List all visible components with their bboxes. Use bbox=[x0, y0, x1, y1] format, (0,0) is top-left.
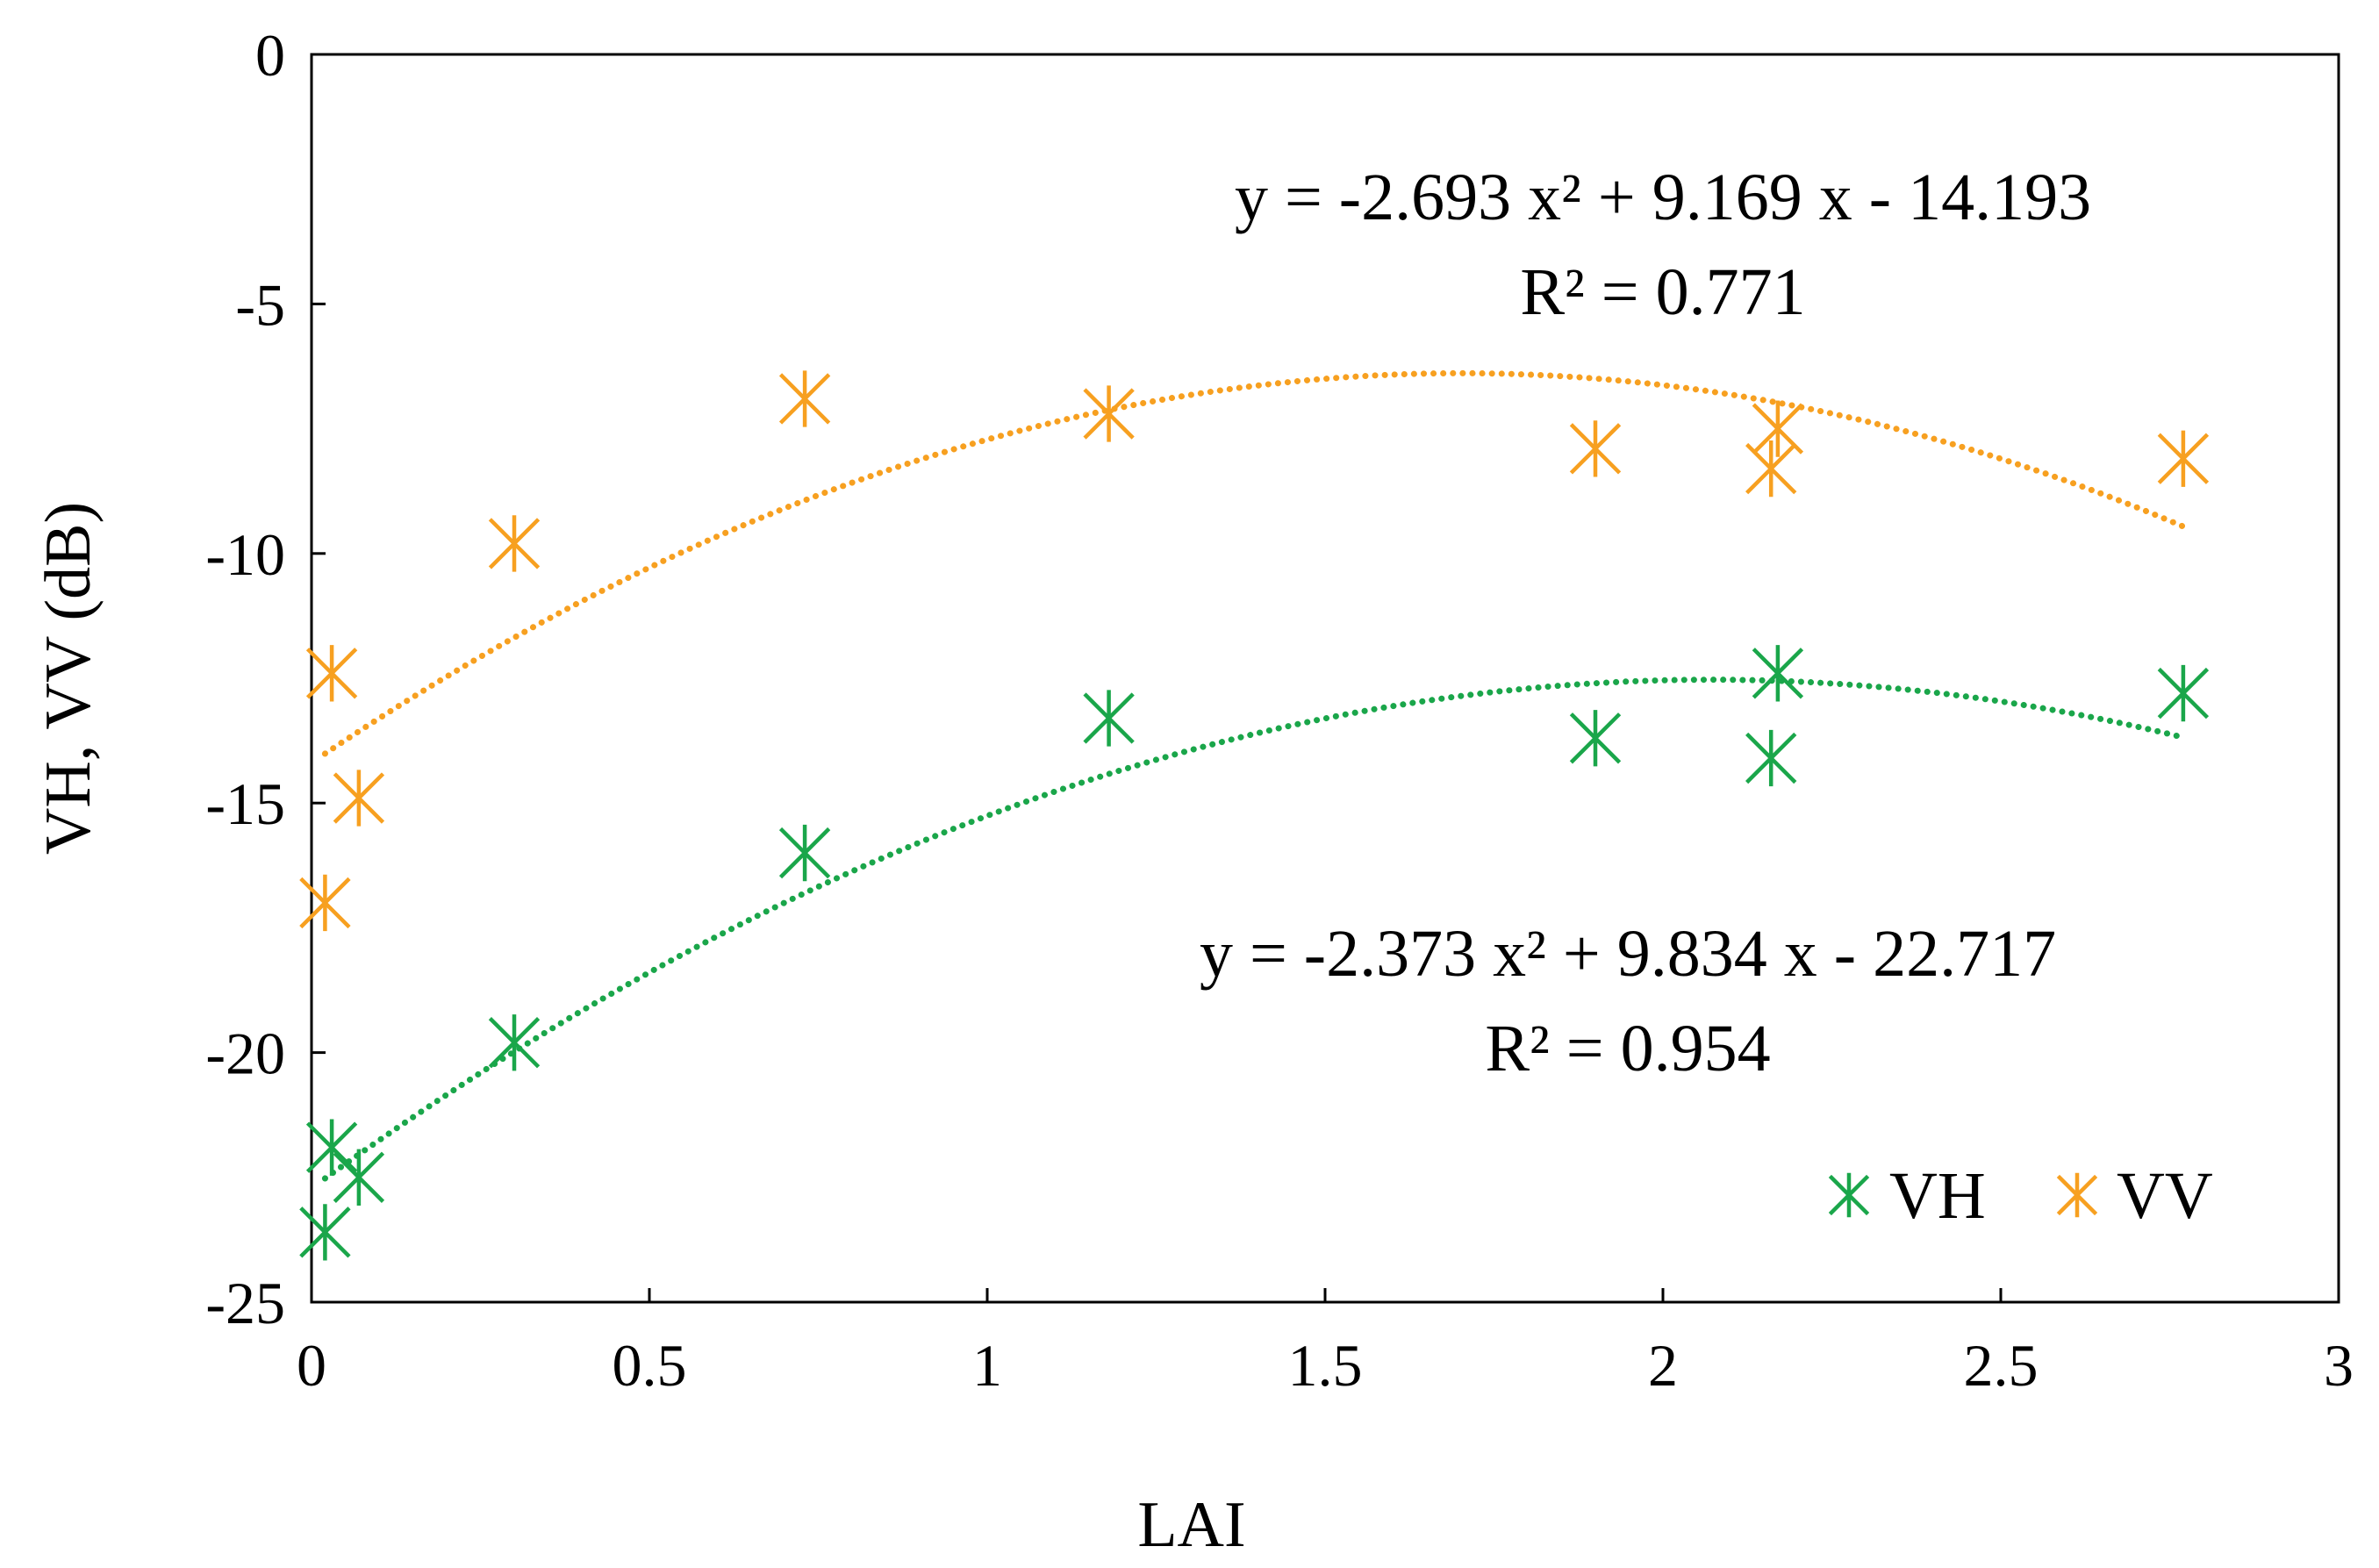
vv-trendline-r2: R² = 0.771 bbox=[1520, 255, 1805, 329]
y-tick-label: -10 bbox=[205, 521, 285, 588]
x-tick-label: 0.5 bbox=[613, 1332, 687, 1399]
vv-point bbox=[1083, 385, 1135, 442]
vh-trendline-r2: R² = 0.954 bbox=[1485, 1012, 1770, 1085]
legend-label-vv: VV bbox=[2117, 1159, 2213, 1233]
x-axis-title: LAI bbox=[1137, 1489, 1245, 1561]
vv-trendline bbox=[321, 369, 2187, 757]
vh-trendline bbox=[321, 677, 2187, 1182]
plot-frame bbox=[310, 53, 2340, 1304]
vv-trendline-equation: y = -2.693 x² + 9.169 x - 14.193 bbox=[1235, 161, 2091, 234]
vh-point bbox=[1569, 710, 1622, 767]
vh-point bbox=[333, 1149, 385, 1206]
axis-ticks: 0 0.5 1 1.5 2 2.5 3 0 -5 -10 -15 -20 -25 bbox=[205, 22, 2354, 1399]
y-tick-label: -15 bbox=[205, 770, 285, 837]
x-tick-label: 2 bbox=[1648, 1332, 1678, 1399]
x-tick-label: 1 bbox=[972, 1332, 1002, 1399]
vh-point bbox=[488, 1014, 541, 1071]
x-tick-label: 2.5 bbox=[1964, 1332, 2039, 1399]
legend-label-vh: VH bbox=[1889, 1159, 1986, 1233]
legend-marker-vv bbox=[2056, 1172, 2098, 1218]
vh-point bbox=[2157, 664, 2210, 722]
legend-marker-vh bbox=[1828, 1172, 1870, 1218]
vv-point bbox=[333, 770, 385, 827]
vh-point bbox=[1752, 645, 1804, 702]
y-axis-title: VH, VV (dB) bbox=[32, 502, 104, 855]
y-tick-label: -20 bbox=[205, 1020, 285, 1087]
vh-point bbox=[305, 1119, 358, 1176]
vv-point bbox=[1752, 400, 1804, 457]
legend-marker-vh-shape bbox=[1828, 1172, 1870, 1218]
legend-marker-vv-shape bbox=[2056, 1172, 2098, 1218]
x-tick-label: 3 bbox=[2324, 1332, 2354, 1399]
vv-point bbox=[299, 874, 351, 932]
vh-trendline-equation: y = -2.373 x² + 9.834 x - 22.717 bbox=[1200, 917, 2056, 991]
y-tick-label: -5 bbox=[235, 271, 285, 338]
y-tick-label: -25 bbox=[205, 1270, 285, 1336]
data-points bbox=[299, 370, 2210, 1261]
y-tick-label: 0 bbox=[255, 22, 285, 89]
vv-point bbox=[488, 515, 541, 572]
vv-point bbox=[1569, 420, 1622, 477]
vv-point bbox=[305, 645, 358, 702]
x-tick-label: 1.5 bbox=[1288, 1332, 1363, 1399]
vv-point bbox=[2157, 430, 2210, 487]
trendlines bbox=[321, 369, 2187, 1182]
legend: VH VV bbox=[1828, 1159, 2213, 1233]
vh-point bbox=[299, 1204, 351, 1261]
vh-point bbox=[778, 824, 831, 882]
x-tick-label: 0 bbox=[297, 1332, 326, 1399]
vv-point bbox=[778, 370, 831, 427]
vh-point bbox=[1083, 690, 1135, 747]
vh-point bbox=[1745, 729, 1797, 787]
